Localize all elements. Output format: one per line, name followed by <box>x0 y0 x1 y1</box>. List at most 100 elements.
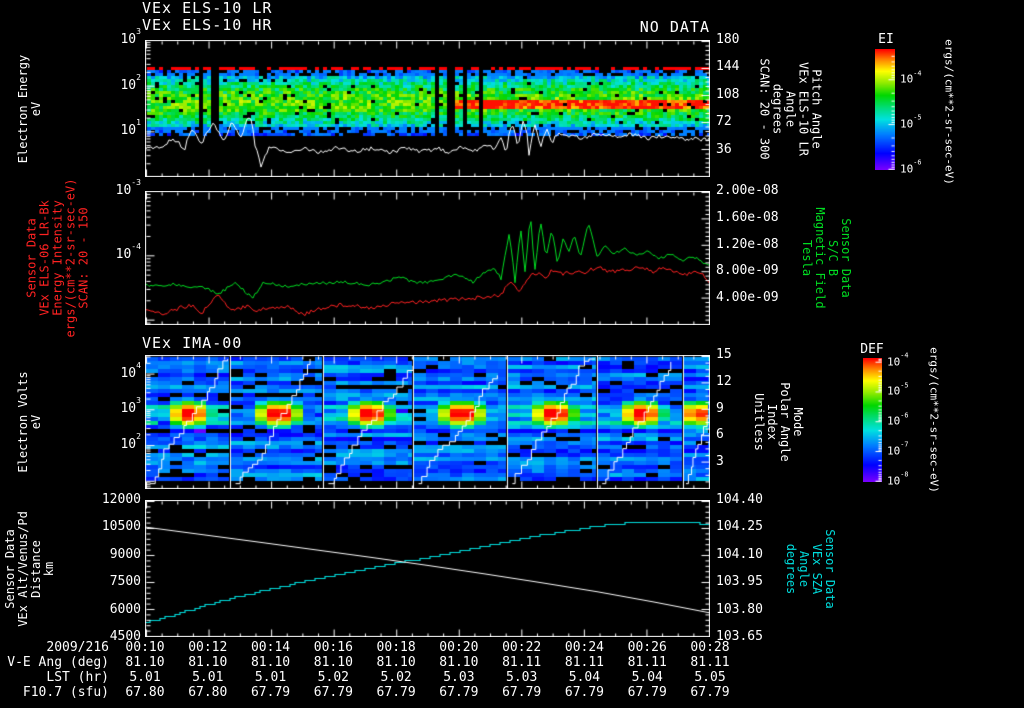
panel3-right-axis-title: Mode Polar Angle Index Unitless <box>752 382 805 462</box>
def-colorbar-tick: 10-6 <box>887 411 909 428</box>
time-tick-label: 00:14 <box>250 640 291 655</box>
panel3-right-axis-title-line: Index <box>765 403 779 441</box>
ephemeris-row-value: 5.01 <box>192 670 224 685</box>
def-colorbar <box>863 358 882 482</box>
panel3-left-tick: 104 <box>120 360 141 381</box>
ei-colorbar-label: EI <box>878 32 894 47</box>
time-tick-label: 00:26 <box>627 640 667 655</box>
panel2-right-axis-title: Sensor Data S/C B Magnetic Field Tesla <box>800 207 853 309</box>
panel2-left-axis-title: Sensor Data VEx ELS-06 LR-Bk Energy Intens… <box>25 179 91 338</box>
panel1-title-line1: VEx ELS-10 LR <box>142 0 273 17</box>
panel2-right-axis-title-line: Sensor Data <box>839 218 853 298</box>
panel1-right-axis-title-line: VEx ELS-10 LR <box>796 61 811 156</box>
panel3-right-axis-title-line: Polar Angle <box>778 382 792 462</box>
ephemeris-row-value: 5.05 <box>694 670 726 685</box>
ima-spectrogram-canvas <box>145 355 710 489</box>
ephemeris-row-value: 81.10 <box>250 655 291 670</box>
def-colorbar-units: ergs/(cm**2-sr-sec-eV) <box>927 347 941 493</box>
panel1-right-axis-title-line: degrees <box>770 83 785 134</box>
panel1-right-axis-title: Pitch Angle VEx ELS-10 LR Angle degrees SCAN… <box>757 57 824 160</box>
panel2-right-tick: 1.20e-08 <box>716 236 779 252</box>
panel3-right-axis-title-line: Unitless <box>752 393 766 451</box>
ephemeris-row-value: 67.79 <box>690 685 730 700</box>
panel2-right-tick: 8.00e-09 <box>716 263 779 279</box>
ephemeris-row-value: 5.04 <box>568 670 601 685</box>
ephemeris-row-value: 67.79 <box>376 685 416 700</box>
panel2-right-axis-title-line: Tesla <box>800 239 814 277</box>
ei-colorbar-tick: 10-4 <box>900 69 922 86</box>
ephemeris-row-value: 81.11 <box>502 655 542 670</box>
ephemeris-row-value: 67.79 <box>502 685 542 700</box>
ephemeris-row-value: 5.03 <box>443 670 475 685</box>
ephemeris-row-value: 81.10 <box>188 655 228 670</box>
panel3-left-tick: 103 <box>120 396 141 417</box>
no-data-label: NO DATA <box>639 18 710 36</box>
ephemeris-row-value: 81.11 <box>564 655 605 670</box>
panel1-left-axis-title-line: eV <box>29 101 43 116</box>
def-colorbar-label: DEF <box>860 342 884 357</box>
panel1-right-tick: 36 <box>716 141 732 157</box>
panel4-right-tick: 104.40 <box>716 492 763 507</box>
panel4-right-tick: 103.65 <box>716 629 763 644</box>
panel4-right-axis-title: Sensor Data VEx SZA Angle degrees <box>784 528 837 609</box>
ei-colorbar <box>875 49 895 170</box>
panel3-left-axis-title-line: eV <box>29 414 43 430</box>
panel4-left-tick: 4500 <box>109 629 141 644</box>
altitude-sza-canvas <box>145 500 710 637</box>
ephemeris-row-value: 81.10 <box>376 655 416 670</box>
panel3-left-axis-title: Electron Volts eV <box>16 371 43 472</box>
panel2-right-tick: 1.60e-08 <box>716 209 779 225</box>
panel2-left-tick: 10-3 <box>115 178 141 198</box>
ephemeris-row-label: V-E Ang (deg) <box>7 655 109 670</box>
ei-colorbar-tick: 10-5 <box>900 113 922 131</box>
panel3-right-tick: 15 <box>716 347 732 362</box>
ei-colorbar-units: ergs/(cm**2-sr-sec-eV) <box>942 39 956 185</box>
ephemeris-row-value: 67.79 <box>250 685 291 700</box>
panel1-left-axis-title: Electron Energy eV <box>16 54 43 162</box>
panel1-left-tick: 101 <box>120 118 141 139</box>
panel1-right-axis-title-line: Pitch Angle <box>809 68 824 149</box>
time-tick-label: 00:24 <box>564 640 605 655</box>
panel4-left-tick: 10500 <box>101 519 141 535</box>
panel2-left-axis-title-line: SCAN: 20 - 150 <box>76 207 91 309</box>
panel4-right-axis-title-line: VEx SZA <box>810 543 824 594</box>
ephemeris-row-value: 81.11 <box>690 655 730 670</box>
ephemeris-row-value: 67.80 <box>188 685 228 700</box>
def-colorbar-tick: 10-8 <box>887 470 909 488</box>
ephemeris-row-label: F10.7 (sfu) <box>22 685 109 700</box>
panel2-right-axis-title-line: Magnetic Field <box>813 207 827 309</box>
panel1-right-tick: 72 <box>716 114 732 130</box>
panel2-left-tick: 10-4 <box>115 242 141 263</box>
panel4-left-tick: 6000 <box>109 601 141 617</box>
def-colorbar-tick: 10-4 <box>887 351 909 369</box>
ephemeris-row-label: LST (hr) <box>46 670 109 685</box>
panel1-right-axis-title-line: SCAN: 20 - 300 <box>757 57 772 160</box>
panel3-right-tick: 6 <box>716 427 724 443</box>
time-tick-label: 00:22 <box>502 640 542 655</box>
panel1-left-tick: 102 <box>120 72 141 93</box>
time-tick-label: 00:28 <box>690 640 730 655</box>
panel4-left-tick: 7500 <box>109 574 141 590</box>
panel4-right-axis-title-line: Sensor Data <box>823 528 837 609</box>
panel1-right-tick: 108 <box>716 86 740 102</box>
panel2-right-axis-title-line: S/C B <box>826 239 840 277</box>
panel1-title-line2: VEx ELS-10 HR <box>142 16 273 34</box>
ephemeris-row-value: 81.10 <box>439 655 479 670</box>
panel3-title: VEx IMA-00 <box>142 334 243 352</box>
panel3-right-tick: 12 <box>716 373 732 389</box>
panel4-left-tick: 9000 <box>109 546 141 562</box>
ephemeris-row-value: 5.02 <box>317 670 349 685</box>
intensity-magfield-canvas <box>145 191 710 325</box>
ephemeris-row-value: 5.01 <box>254 670 287 685</box>
panel4-left-tick: 12000 <box>101 492 141 507</box>
panel1-right-tick: 144 <box>716 59 740 75</box>
ephemeris-row-value: 67.79 <box>564 685 605 700</box>
panel4-right-tick: 104.25 <box>716 519 763 535</box>
ephemeris-row-value: 5.02 <box>380 670 412 685</box>
ephemeris-row-value: 67.79 <box>313 685 353 700</box>
ephemeris-row-value: 5.04 <box>631 670 663 685</box>
els-spectrogram-canvas <box>145 40 710 177</box>
panel4-right-axis-title-line: degrees <box>784 543 798 594</box>
time-tick-label: 00:10 <box>125 640 165 655</box>
